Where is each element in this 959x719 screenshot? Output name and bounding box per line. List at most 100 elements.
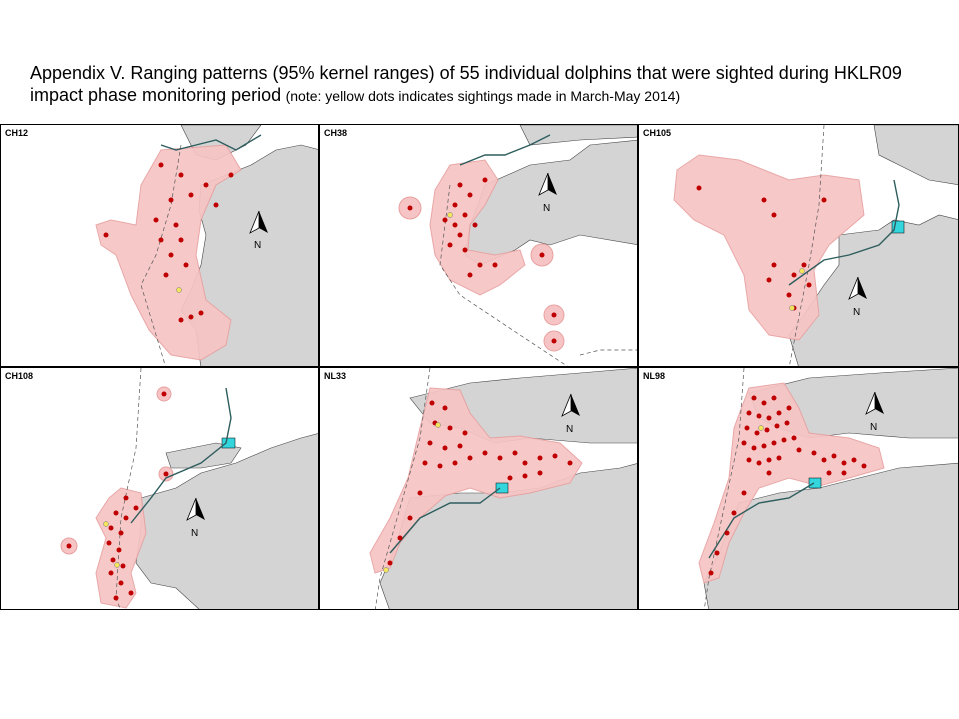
- sighting-dot: [801, 262, 807, 268]
- map-nl33: N: [369, 368, 637, 609]
- sighting-dot: [774, 423, 780, 429]
- panel-ch38: CH38 N: [319, 124, 638, 367]
- sighting-dot: [110, 557, 116, 563]
- sighting-dot: [731, 510, 737, 516]
- sighting-dot: [766, 277, 772, 283]
- land: [165, 442, 242, 469]
- sighting-dot: [784, 420, 790, 426]
- map-grid: CH12 N CH38: [0, 124, 959, 610]
- panel-ch108: CH108 N: [0, 367, 319, 610]
- sighting-dot: [746, 410, 752, 416]
- range-kernel: [95, 487, 147, 609]
- land: [135, 433, 318, 609]
- sighting-dot: [537, 470, 543, 476]
- north-label: N: [566, 424, 573, 435]
- north-arrow: N: [249, 210, 268, 251]
- sightings: [103, 162, 234, 323]
- map-shape: [875, 392, 884, 414]
- north-arrow: N: [186, 497, 205, 539]
- sighting-dot: [178, 237, 184, 243]
- recent-sighting: [383, 567, 389, 573]
- sighting-dot: [492, 262, 498, 268]
- sighting-dot: [462, 247, 468, 253]
- sighting-dot: [724, 530, 730, 536]
- range-kernel: [95, 144, 242, 361]
- sighting-dot: [791, 272, 797, 278]
- sighting-dot: [118, 530, 124, 536]
- sighting-dot: [539, 252, 545, 258]
- sighting-dot: [537, 455, 543, 461]
- sighting-dot: [522, 460, 528, 466]
- sighting-dot: [442, 445, 448, 451]
- sighting-dot: [447, 425, 453, 431]
- sighting-dot: [203, 182, 209, 188]
- sighting-dot: [786, 292, 792, 298]
- sighting-dot: [120, 563, 126, 569]
- sighting-dot: [163, 272, 169, 278]
- sighting-dot: [714, 550, 720, 556]
- map-shape: [196, 498, 205, 520]
- sighting-dot: [841, 460, 847, 466]
- sighting-dot: [744, 425, 750, 431]
- sighting-dot: [482, 450, 488, 456]
- map-shape: [548, 173, 557, 195]
- sighting-dot: [766, 415, 772, 421]
- north-label: N: [191, 528, 198, 539]
- map-ch105: N: [673, 125, 958, 366]
- boundary: [140, 144, 182, 366]
- sighting-dot: [821, 197, 827, 203]
- sighting-dot: [766, 470, 772, 476]
- sighting-dot: [173, 222, 179, 228]
- sighting-dot: [178, 172, 184, 178]
- sighting-dot: [118, 580, 124, 586]
- facility: [221, 437, 236, 449]
- facility: [495, 482, 509, 494]
- sighting-dot: [507, 475, 513, 481]
- north-label: N: [870, 422, 877, 433]
- sighting-dot: [66, 543, 72, 549]
- sighting-dot: [696, 185, 702, 191]
- boundary: [703, 368, 745, 609]
- sighting-dot: [764, 427, 770, 433]
- sighting-dot: [422, 460, 428, 466]
- sighting-dot: [158, 162, 164, 168]
- sighting-dot: [417, 490, 423, 496]
- sighting-dot: [452, 460, 458, 466]
- sighting-dot: [756, 413, 762, 419]
- sighting-dot: [427, 440, 433, 446]
- land: [873, 125, 958, 185]
- sighting-dot: [771, 262, 777, 268]
- sighting-dot: [567, 460, 573, 466]
- sighting-dot: [437, 463, 443, 469]
- sighting-dot: [796, 447, 802, 453]
- sighting-dot: [821, 457, 827, 463]
- sighting-dot: [467, 455, 473, 461]
- sightings: [696, 185, 827, 311]
- sighting-dot: [457, 232, 463, 238]
- sighting-dot: [826, 470, 832, 476]
- sighting-dot: [482, 177, 488, 183]
- sighting-dot: [552, 453, 558, 459]
- sighting-dot: [198, 310, 204, 316]
- panel-label: NL33: [324, 371, 347, 381]
- sighting-dot: [116, 547, 122, 553]
- sighting-dot: [103, 232, 109, 238]
- sighting-dot: [811, 450, 817, 456]
- sighting-dot: [407, 515, 413, 521]
- sighting-dot: [113, 510, 119, 516]
- sighting-dot: [551, 338, 557, 344]
- north-arrow: N: [538, 172, 557, 214]
- recent-sighting: [799, 268, 805, 274]
- sighting-dot: [457, 182, 463, 188]
- recent-sighting: [789, 305, 795, 311]
- sighting-dot: [188, 314, 194, 320]
- sighting-dot: [746, 457, 752, 463]
- range-kernel: [429, 159, 526, 296]
- north-label: N: [254, 240, 261, 251]
- sighting-dot: [447, 242, 453, 248]
- sighting-dot: [457, 443, 463, 449]
- sighting-dot: [708, 570, 714, 576]
- sighting-dot: [741, 440, 747, 446]
- recent-sighting: [176, 287, 182, 293]
- route: [459, 134, 551, 166]
